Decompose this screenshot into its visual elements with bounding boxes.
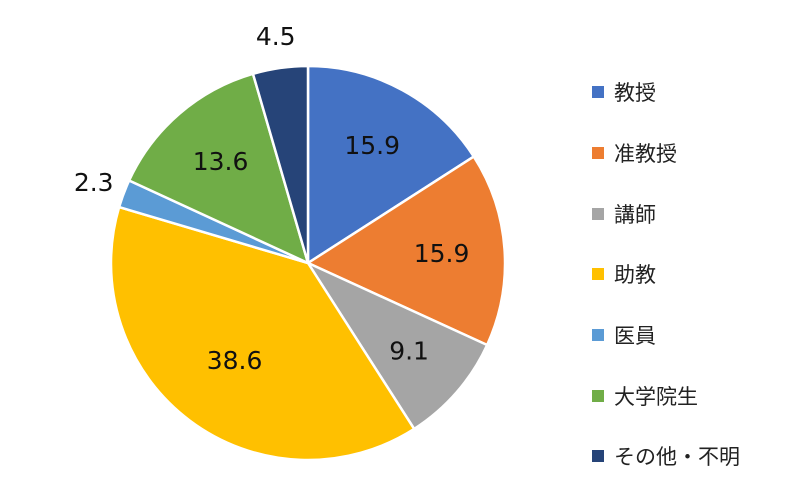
legend-swatch-2 (592, 207, 604, 220)
legend-label-6: その他・不明 (614, 445, 740, 470)
pie-slice-2 (306, 261, 489, 431)
legend-label-2: 講師 (614, 202, 656, 227)
legend-item-5: 大学院生 (592, 365, 792, 426)
data-label-4: 2.3 (74, 168, 114, 197)
legend-item-4: 医員 (592, 305, 792, 366)
pie-slice-5 (127, 72, 310, 265)
legend-swatch-5 (592, 389, 604, 402)
legend-swatch-6 (592, 450, 604, 463)
pie-slice-3 (109, 205, 416, 462)
legend-item-0: 教授 (592, 62, 792, 123)
data-label-2: 9.1 (389, 336, 429, 365)
pie-data-labels: 15.9 15.9 9.1 38.6 2.3 13.6 4.5 (74, 22, 470, 375)
pie-slice-6 (251, 64, 310, 265)
data-label-5: 13.6 (193, 147, 249, 176)
legend-item-1: 准教授 (592, 123, 792, 184)
data-label-0: 15.9 (344, 131, 400, 160)
legend-item-3: 助教 (592, 244, 792, 305)
chart-legend: 教授准教授講師助教医員大学院生その他・不明 (592, 62, 792, 487)
legend-swatch-3 (592, 268, 604, 281)
legend-swatch-4 (592, 329, 604, 342)
data-label-6: 4.5 (256, 22, 296, 51)
legend-swatch-0 (592, 86, 604, 99)
pie-slice-1 (306, 155, 507, 347)
legend-swatch-1 (592, 147, 604, 160)
pie-slice-0 (306, 64, 476, 265)
legend-item-2: 講師 (592, 183, 792, 244)
legend-label-1: 准教授 (614, 142, 677, 167)
legend-item-6: その他・不明 (592, 426, 792, 487)
data-label-3: 38.6 (207, 346, 263, 375)
legend-label-4: 医員 (614, 324, 656, 349)
data-label-1: 15.9 (414, 239, 470, 268)
legend-label-3: 助教 (614, 263, 656, 288)
legend-label-0: 教授 (614, 81, 656, 106)
pie-slices (109, 64, 507, 462)
legend-label-5: 大学院生 (614, 384, 698, 409)
